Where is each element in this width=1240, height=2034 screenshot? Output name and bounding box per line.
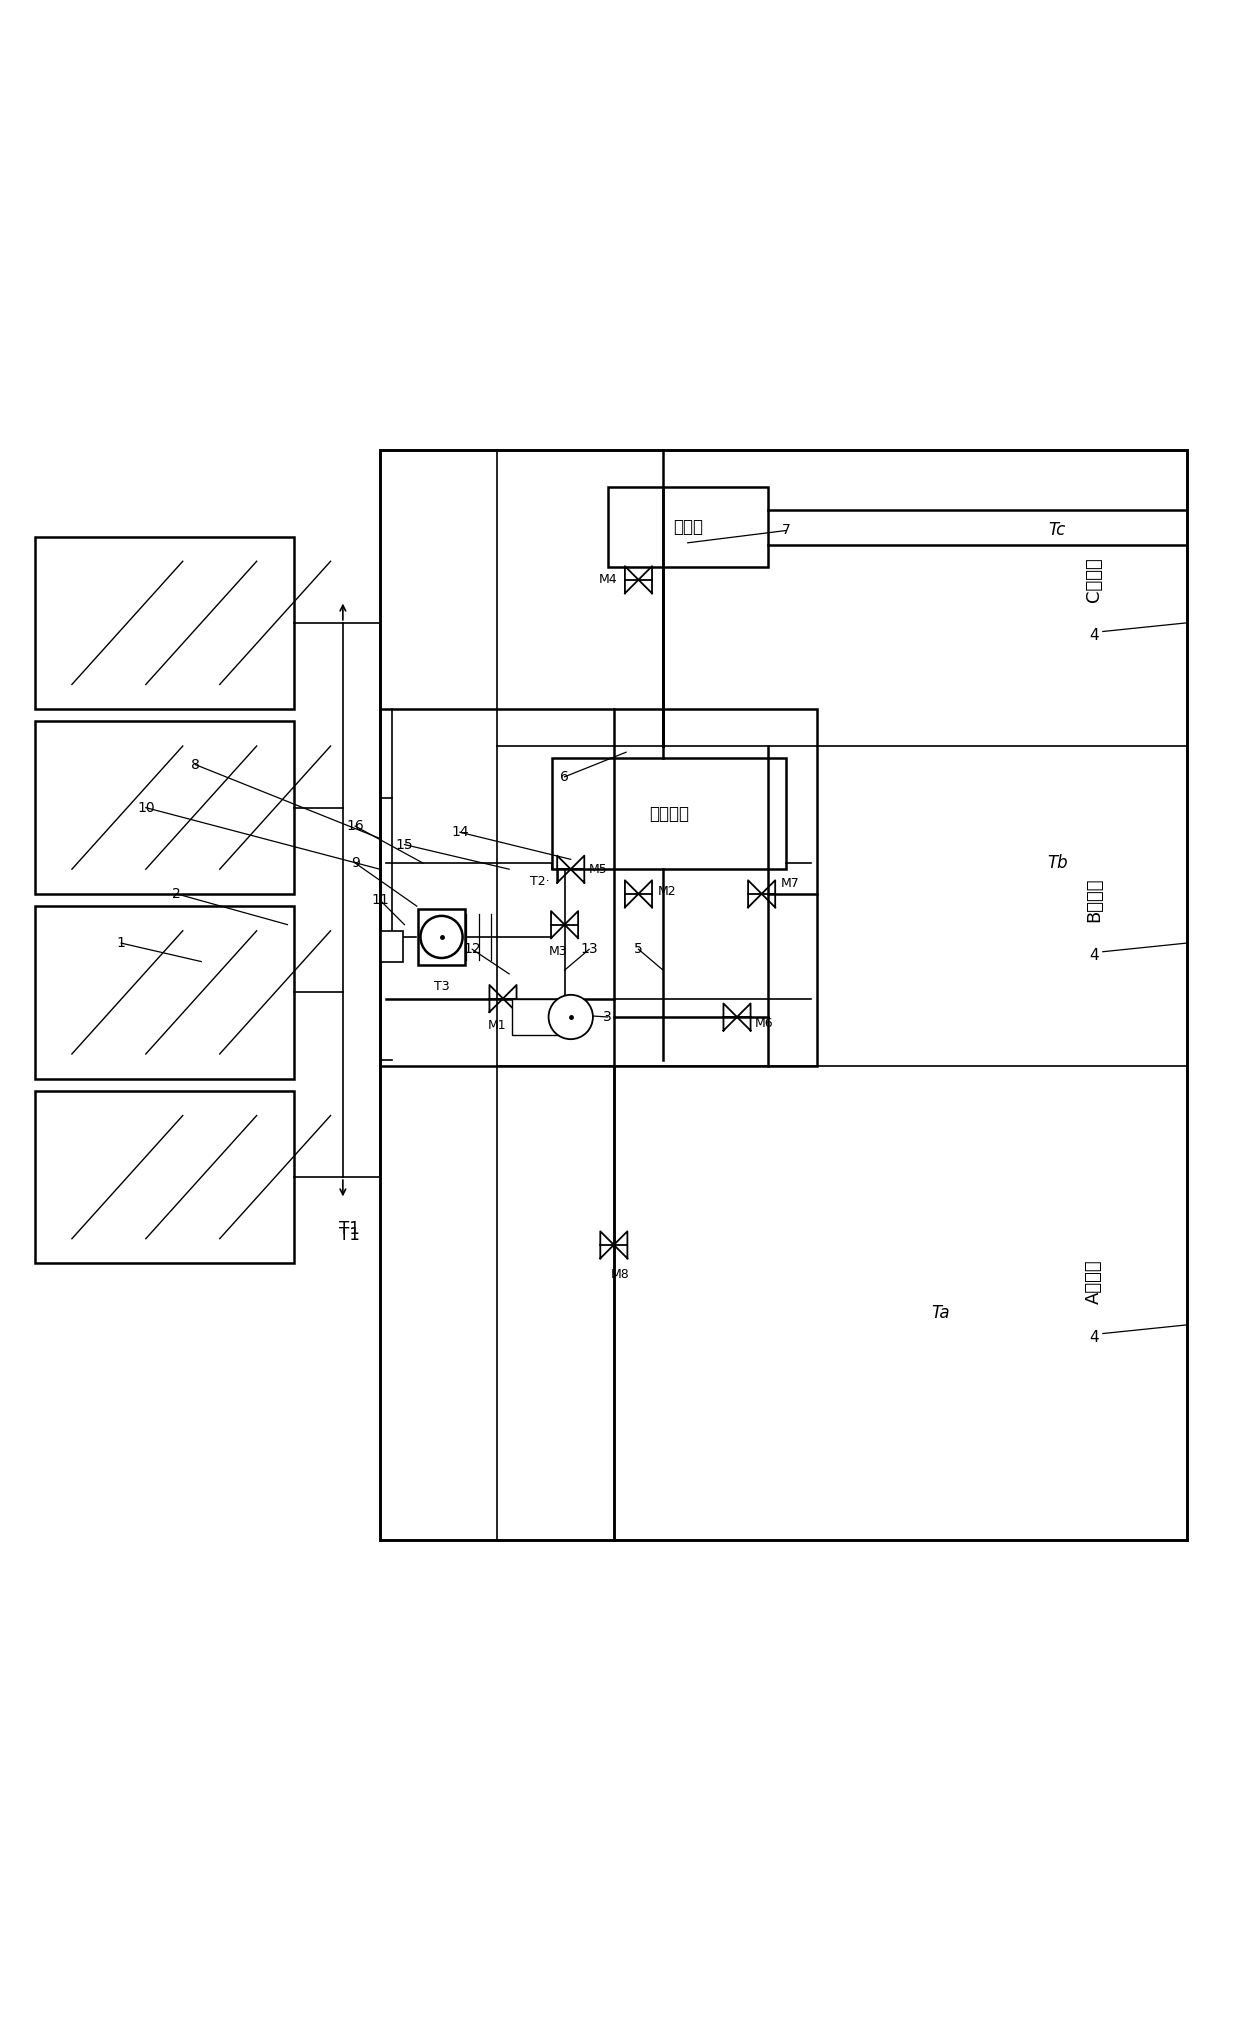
Text: 15: 15 [396, 838, 413, 852]
Bar [381, 932, 403, 962]
Text: 3: 3 [604, 1011, 613, 1023]
Text: M4: M4 [599, 574, 618, 586]
Text: 13: 13 [580, 942, 598, 956]
Bar [379, 450, 1187, 1540]
Text: 11: 11 [371, 893, 388, 907]
Text: M6: M6 [755, 1017, 774, 1029]
Text: A类房间: A类房间 [1085, 1259, 1104, 1304]
Text: 6: 6 [560, 769, 569, 783]
Text: 9: 9 [351, 856, 360, 871]
Text: 8: 8 [191, 757, 200, 771]
Text: 7: 7 [782, 523, 791, 537]
Text: 4: 4 [1090, 1330, 1099, 1344]
Text: T1: T1 [339, 1220, 360, 1239]
Text: Ta: Ta [931, 1304, 950, 1322]
Text: T2·: T2· [531, 875, 549, 889]
Text: 12: 12 [464, 942, 481, 956]
Text: 4: 4 [1090, 629, 1099, 643]
Text: T1: T1 [339, 1227, 360, 1245]
Text: M1: M1 [487, 1019, 506, 1031]
Bar [35, 907, 294, 1078]
Circle shape [420, 915, 463, 958]
Text: Tb: Tb [1047, 854, 1068, 873]
Bar [552, 759, 786, 869]
Text: 换热器体: 换热器体 [650, 805, 689, 824]
Bar [35, 722, 294, 893]
Bar [608, 488, 768, 567]
Bar [512, 999, 580, 1035]
Text: 10: 10 [136, 801, 155, 814]
Text: T3: T3 [434, 980, 449, 993]
Text: M3: M3 [549, 946, 568, 958]
Text: 2: 2 [172, 887, 181, 901]
Text: M2: M2 [657, 885, 676, 897]
Text: 16: 16 [346, 820, 365, 834]
Text: M5: M5 [589, 862, 608, 877]
Bar [418, 909, 465, 964]
Text: 集气箱: 集气箱 [673, 519, 703, 537]
Text: C类房间: C类房间 [1085, 557, 1104, 602]
Text: 1: 1 [117, 936, 125, 950]
Text: B类房间: B类房间 [1085, 879, 1104, 921]
Bar [379, 710, 817, 1066]
Text: 14: 14 [451, 826, 469, 840]
Bar [35, 537, 294, 710]
Circle shape [548, 995, 593, 1039]
Text: M7: M7 [781, 877, 800, 891]
Text: Tc: Tc [1049, 521, 1066, 539]
Bar [35, 1090, 294, 1263]
Text: 5: 5 [634, 942, 642, 956]
Text: 4: 4 [1090, 948, 1099, 962]
Text: M8: M8 [610, 1267, 630, 1281]
